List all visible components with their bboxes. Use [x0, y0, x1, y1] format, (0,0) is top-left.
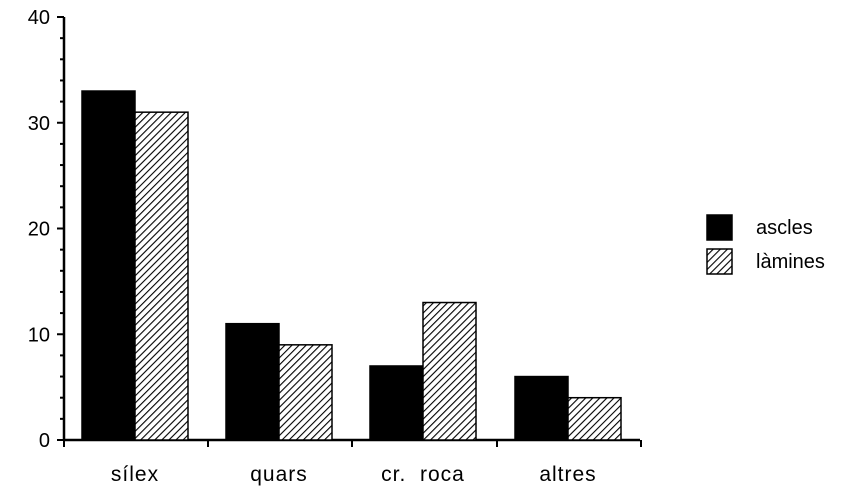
bar-ascles-0	[81, 90, 136, 441]
bar-làmines-0	[134, 111, 189, 441]
y-tick-label: 40	[28, 7, 50, 29]
x-category-label: sílex	[111, 463, 159, 486]
bar-ascles-1	[225, 322, 280, 441]
x-category-label: cr. roca	[381, 463, 465, 486]
bars	[81, 90, 622, 441]
x-category-label: quars	[250, 463, 308, 486]
y-tick-label: 20	[28, 219, 50, 241]
legend-swatch-ascles	[706, 214, 733, 241]
x-category-labels: sílex quars cr. roca altres	[111, 463, 596, 486]
y-tick-label: 30	[28, 113, 50, 135]
bar-làmines-3	[567, 396, 622, 441]
bar-ascles-3	[514, 375, 569, 441]
y-tick-label: 10	[28, 324, 50, 346]
x-category-label: altres	[539, 463, 596, 486]
legend-label: ascles	[756, 217, 813, 239]
y-ticks: 0 10 20 30 40	[28, 7, 642, 452]
legend: ascles làmines	[706, 214, 825, 275]
legend-label: làmines	[756, 251, 825, 273]
bar-ascles-2	[369, 365, 424, 441]
legend-swatch-làmines	[706, 248, 733, 275]
bar-làmines-2	[422, 301, 477, 441]
bar-làmines-1	[278, 344, 333, 441]
y-tick-label: 0	[39, 430, 50, 452]
